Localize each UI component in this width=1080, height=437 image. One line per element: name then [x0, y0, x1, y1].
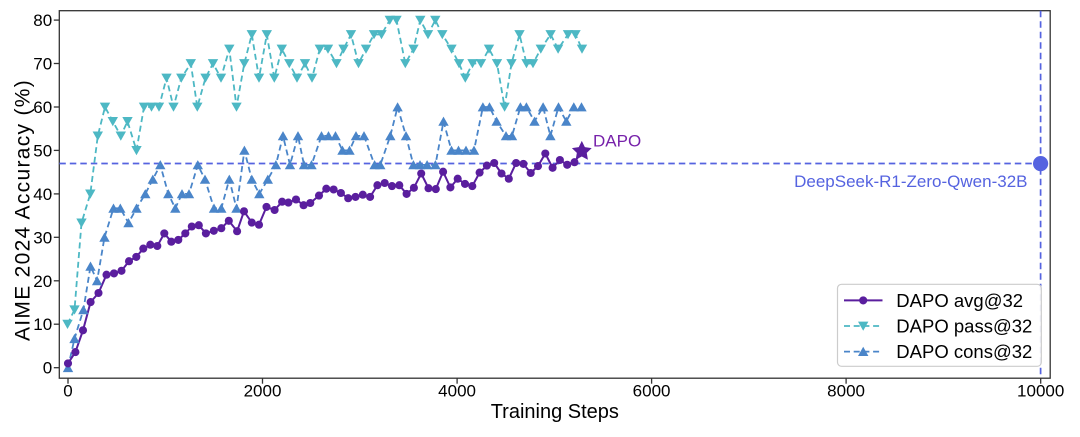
svg-text:40: 40: [33, 185, 52, 204]
svg-text:70: 70: [33, 55, 52, 74]
svg-text:DeepSeek-R1-Zero-Qwen-32B: DeepSeek-R1-Zero-Qwen-32B: [794, 172, 1027, 191]
svg-text:0: 0: [63, 382, 72, 401]
svg-text:DAPO: DAPO: [593, 132, 641, 151]
svg-text:0: 0: [43, 359, 52, 378]
svg-text:4000: 4000: [438, 382, 476, 401]
svg-text:DAPO avg@32: DAPO avg@32: [896, 290, 1023, 311]
svg-text:DAPO cons@32: DAPO cons@32: [896, 341, 1032, 362]
svg-text:10000: 10000: [1017, 382, 1064, 401]
svg-text:50: 50: [33, 141, 52, 160]
svg-text:10: 10: [33, 315, 52, 334]
svg-text:2000: 2000: [244, 382, 282, 401]
svg-text:6000: 6000: [633, 382, 671, 401]
svg-text:DAPO pass@32: DAPO pass@32: [896, 316, 1032, 337]
svg-text:30: 30: [33, 228, 52, 247]
svg-text:80: 80: [33, 11, 52, 30]
svg-text:20: 20: [33, 272, 52, 291]
svg-text:60: 60: [33, 98, 52, 117]
svg-text:8000: 8000: [827, 382, 865, 401]
svg-text:Training Steps: Training Steps: [491, 401, 619, 423]
svg-text:AIME 2024 Accuracy (%): AIME 2024 Accuracy (%): [12, 79, 35, 341]
